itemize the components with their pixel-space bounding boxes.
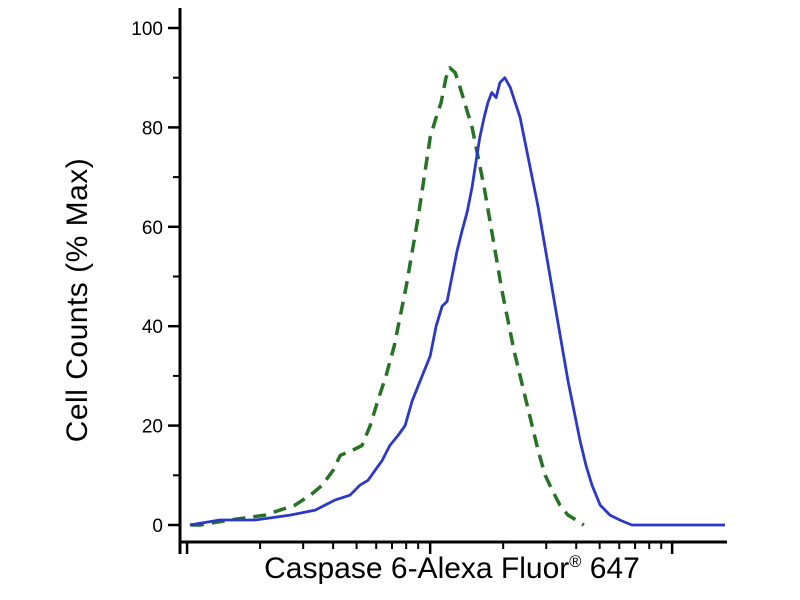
y-tick-label: 80 bbox=[142, 118, 163, 139]
y-tick-label: 20 bbox=[142, 417, 163, 438]
x-axis-title: Caspase 6-Alexa Fluor® 647 bbox=[264, 552, 640, 586]
y-tick-label: 60 bbox=[142, 218, 163, 239]
series-curve-1 bbox=[189, 76, 725, 527]
x-axis-title-text: Caspase 6-Alexa Fluor bbox=[264, 552, 570, 585]
y-tick-label: 100 bbox=[131, 19, 163, 40]
y-tick-label: 0 bbox=[152, 516, 163, 537]
y-axis-title: Cell Counts (% Max) bbox=[61, 157, 94, 443]
x-axis-title-suffix: 647 bbox=[581, 552, 640, 585]
registered-trademark-symbol: ® bbox=[569, 553, 582, 571]
y-tick-label: 40 bbox=[142, 317, 163, 338]
